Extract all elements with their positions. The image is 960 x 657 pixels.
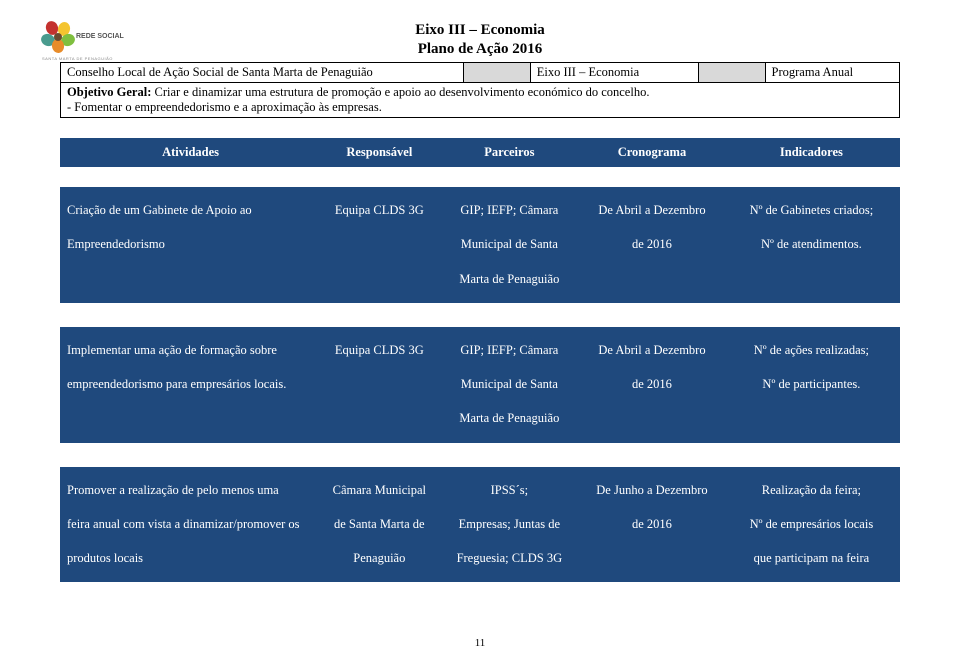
header-table: Conselho Local de Ação Social de Santa M… (60, 62, 900, 118)
header-fill-1 (463, 63, 530, 83)
col-partners: Parceiros (438, 139, 581, 167)
table-row: Empreendedorismo Municipal de Santa de 2… (61, 227, 900, 261)
col-activities: Atividades (61, 139, 321, 167)
col-schedule: Cronograma (581, 139, 724, 167)
obj-label: Objetivo Geral: (67, 85, 151, 99)
col-indicators: Indicadores (723, 139, 899, 167)
page-number: 11 (0, 637, 960, 649)
obj-line2: - Fomentar o empreendedorismo e a aproxi… (67, 100, 382, 114)
header-objective: Objetivo Geral: Criar e dinamizar uma es… (61, 83, 900, 118)
obj-text: Criar e dinamizar uma estrutura de promo… (151, 85, 649, 99)
table-row: Marta de Penaguião (61, 401, 900, 442)
table-row: feira anual com vista a dinamizar/promov… (61, 507, 900, 541)
section-title: Eixo III – Economia (60, 22, 900, 39)
plan-title: Plano de Ação 2016 (60, 41, 900, 58)
logo-text-bottom: SANTA MARTA DE PENAGUIÃO (42, 56, 113, 61)
header-cell-program: Programa Anual (765, 63, 899, 83)
flower-icon (39, 19, 76, 54)
header-cell-axis: Eixo III – Economia (530, 63, 698, 83)
brand-logo: REDE SOCIAL SANTA MARTA DE PENAGUIÃO (34, 18, 124, 68)
logo-text-top: REDE SOCIAL (76, 33, 124, 40)
table-row: Implementar uma ação de formação sobre E… (61, 327, 900, 367)
table-row: Criação de um Gabinete de Apoio ao Equip… (61, 187, 900, 227)
table-row: Marta de Penaguião (61, 262, 900, 303)
header-fill-2 (698, 63, 765, 83)
table-row: Promover a realização de pelo menos uma … (61, 467, 900, 507)
col-responsible: Responsável (321, 139, 438, 167)
table-row: empreendedorismo para empresários locais… (61, 367, 900, 401)
table-header-row: Atividades Responsável Parceiros Cronogr… (61, 139, 900, 167)
activities-table: Atividades Responsável Parceiros Cronogr… (60, 138, 900, 582)
table-row: produtos locais Penaguião Freguesia; CLD… (61, 541, 900, 582)
